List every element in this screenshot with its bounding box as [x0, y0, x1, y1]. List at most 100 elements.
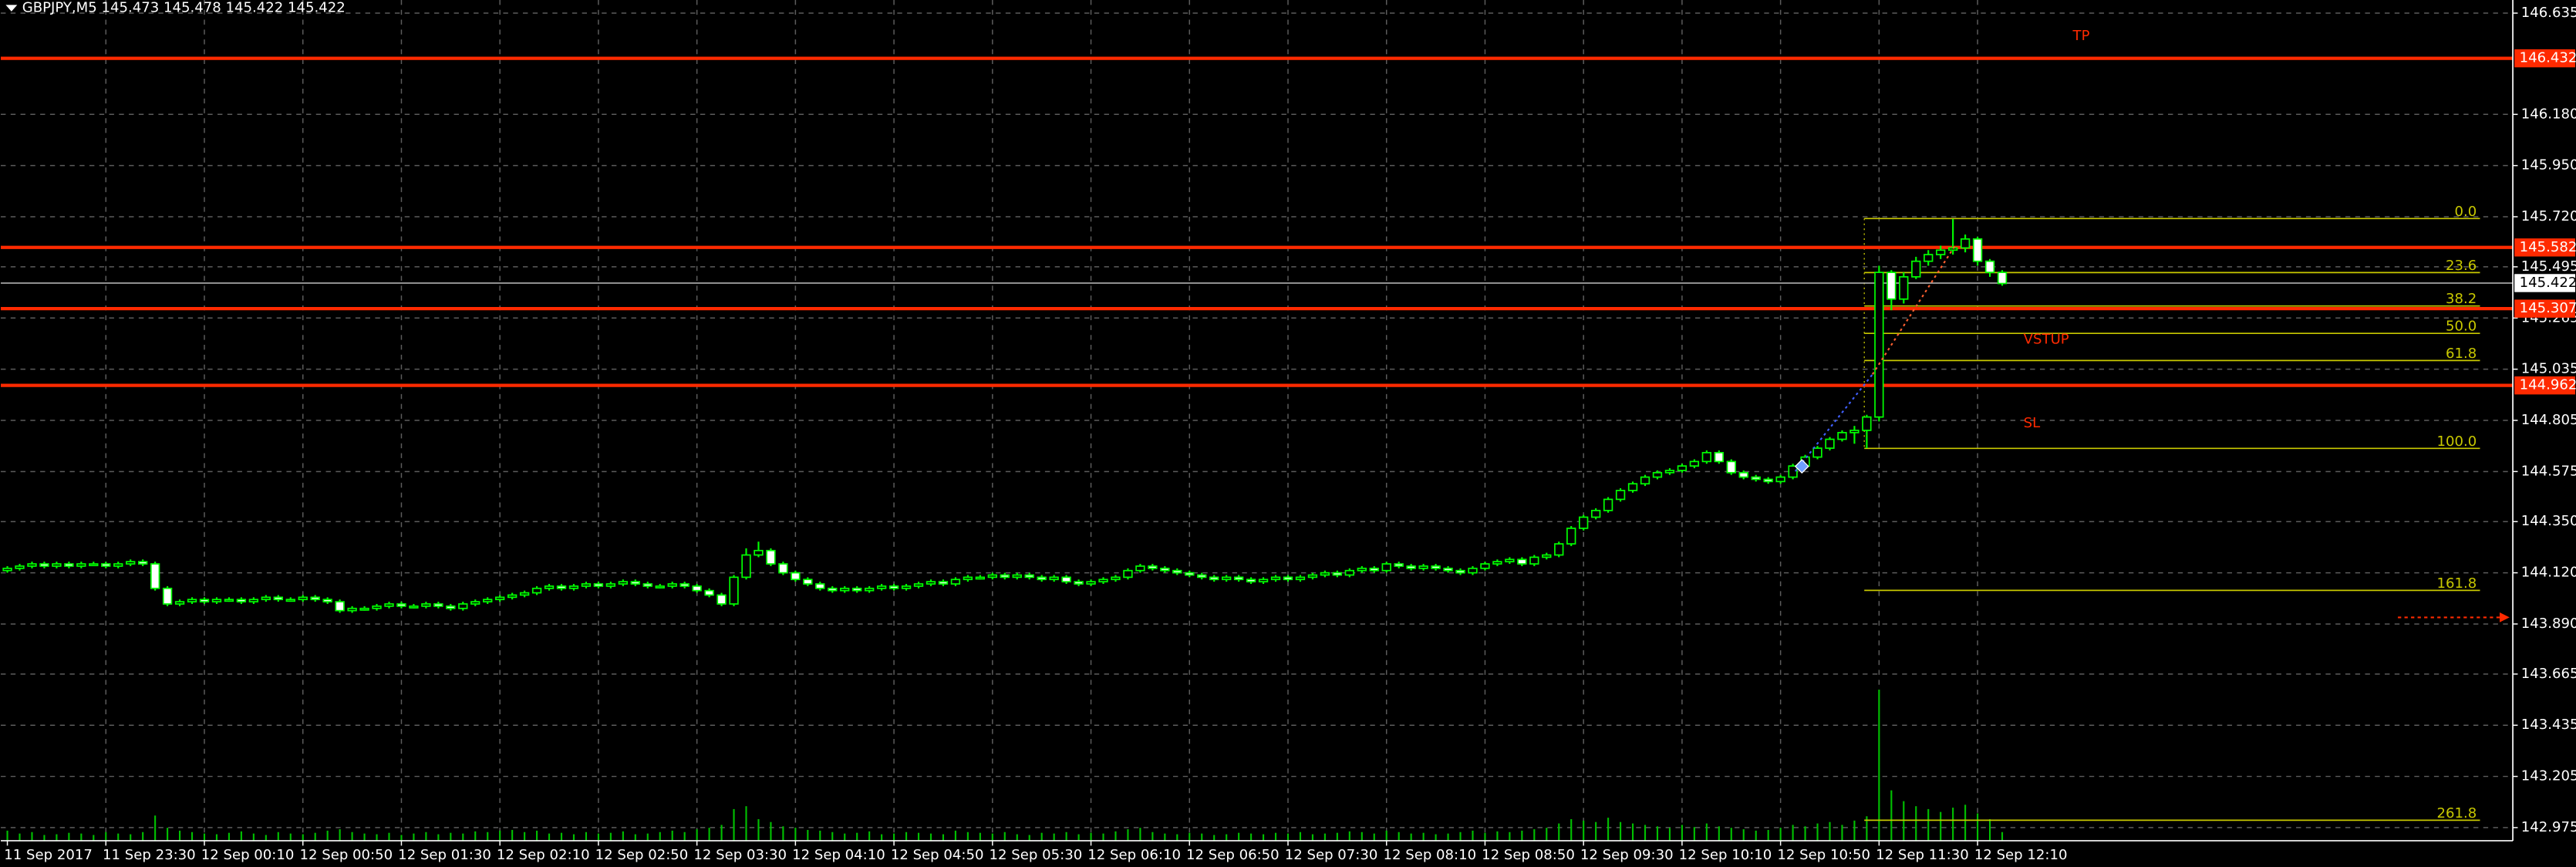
candle-body	[1431, 565, 1441, 569]
candle-body	[1357, 567, 1367, 572]
candle-body	[1615, 489, 1626, 501]
candle-body	[150, 563, 160, 589]
candle-body	[187, 599, 197, 602]
candle-body	[531, 587, 542, 594]
candle-body	[803, 579, 813, 585]
candle-body	[1936, 249, 1946, 255]
candle-body	[975, 576, 986, 580]
candle-body	[1812, 447, 1822, 458]
candle-body	[1344, 569, 1355, 576]
volume-layer	[6, 690, 2004, 841]
candle-body	[1197, 574, 1207, 579]
candle-body	[938, 581, 949, 585]
candle-body	[1246, 579, 1256, 582]
candle-body	[876, 585, 887, 589]
candle-body	[1726, 460, 1736, 474]
y-tick-label: 144.350	[2521, 513, 2576, 529]
candle-body	[1468, 567, 1478, 574]
level-price-box	[2514, 376, 2575, 395]
candle-body	[1825, 438, 1835, 449]
candle-body	[1111, 576, 1121, 581]
candle-body	[766, 549, 776, 565]
trend-line	[1871, 245, 1956, 375]
candle-body	[1603, 498, 1613, 511]
candle-body	[1689, 460, 1700, 467]
candle-body	[409, 606, 419, 609]
candle-body	[754, 549, 764, 556]
y-tick-label: 145.035	[2521, 361, 2576, 377]
annotation: VSTUP	[2024, 332, 2069, 348]
candle-body	[913, 583, 924, 587]
candle-body	[729, 576, 739, 605]
candle-body	[815, 583, 825, 589]
candle-body	[741, 554, 751, 579]
x-tick-label: 12 Sep 12:10	[1974, 847, 2068, 863]
candle-body	[64, 563, 74, 567]
candle-body	[926, 581, 936, 585]
candle-body	[679, 583, 690, 587]
candle-body	[852, 587, 862, 592]
candle-body	[1233, 576, 1244, 581]
y-tick-label: 145.720	[2521, 208, 2576, 224]
y-tick-label: 143.435	[2521, 717, 2576, 733]
x-tick-label: 11 Sep 23:30	[103, 847, 196, 863]
candle-body	[1418, 565, 1428, 569]
candle-body	[1258, 579, 1269, 582]
candle-body	[888, 585, 899, 589]
candle-body	[1886, 272, 1897, 300]
candle-body	[359, 607, 369, 611]
candle-body	[1185, 572, 1195, 576]
candle-body	[285, 599, 295, 602]
candle-body	[433, 603, 443, 607]
candle-body	[372, 606, 382, 609]
menu-triangle[interactable]	[5, 5, 18, 12]
grid	[1, 0, 2514, 841]
x-tick-label: 12 Sep 10:50	[1777, 847, 1870, 863]
candle-body	[1911, 260, 1921, 278]
candle-body	[655, 585, 665, 589]
candle-body	[642, 583, 652, 587]
candle-body	[310, 596, 320, 601]
candle-body	[162, 587, 173, 605]
candle-body	[1529, 556, 1539, 565]
candle-body	[1394, 563, 1404, 567]
candle-body	[1086, 581, 1096, 585]
candle-body	[1763, 478, 1773, 483]
candle-body	[89, 563, 99, 567]
candle-body	[1566, 528, 1576, 545]
fib-label: 38.2	[2446, 291, 2477, 307]
candle-body	[864, 587, 875, 592]
candle-body	[716, 594, 727, 605]
candle-body	[987, 574, 997, 579]
x-tick-label: 12 Sep 10:10	[1679, 847, 1772, 863]
x-tick-label: 12 Sep 06:10	[1087, 847, 1181, 863]
y-tick-label: 145.495	[2521, 258, 2576, 275]
candle-body	[1000, 574, 1010, 579]
candle-body	[1984, 260, 1995, 273]
candle-body	[1775, 476, 1785, 483]
y-tick-label: 146.635	[2521, 5, 2576, 21]
candle-body	[556, 585, 567, 589]
candle-body	[1135, 565, 1145, 572]
annotation: TP	[2072, 28, 2090, 44]
candle-body	[347, 607, 357, 612]
candle-body	[1024, 574, 1034, 579]
candle-body	[544, 585, 555, 589]
candle-body	[791, 572, 801, 581]
current-price-label: 145.422	[2520, 275, 2576, 291]
x-tick-label: 12 Sep 01:30	[398, 847, 491, 863]
level-price-label: 145.307	[2520, 300, 2576, 316]
candle-body	[1972, 238, 1983, 262]
candle-body	[704, 589, 714, 596]
candle-body	[1455, 569, 1465, 574]
candle-body	[174, 601, 185, 605]
level-price-box	[2514, 299, 2575, 318]
level-price-box	[2514, 49, 2575, 68]
fib-label: 261.8	[2436, 805, 2477, 821]
x-tick-label: 12 Sep 11:30	[1876, 847, 1969, 863]
candle-body	[384, 603, 394, 607]
candle-body	[1997, 272, 2008, 285]
candle-body	[446, 606, 456, 609]
candle-body	[1899, 276, 1909, 300]
